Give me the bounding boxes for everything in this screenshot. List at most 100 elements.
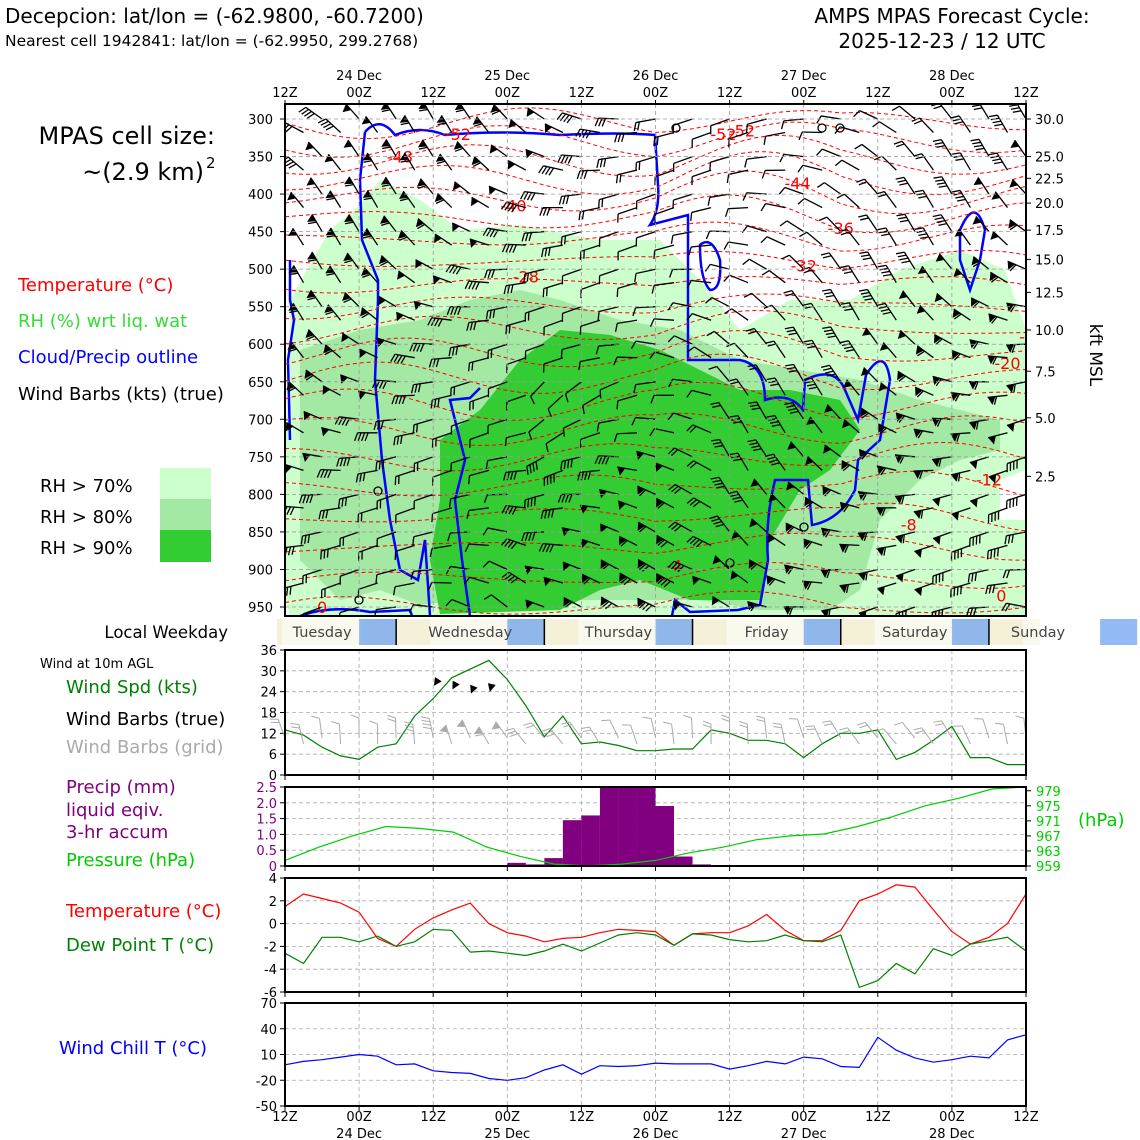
wind-barb	[339, 568, 360, 585]
rh-80-swatch	[160, 499, 211, 530]
wind-barb-grid	[953, 725, 971, 745]
wind-barb-grid	[702, 720, 712, 745]
wind-barb	[525, 149, 545, 159]
wind-barb	[427, 581, 452, 591]
wind-barb	[564, 381, 582, 403]
wind-barb-grid	[369, 720, 379, 745]
legend-temperature: Temperature (°C)	[17, 275, 173, 296]
wind-barb	[859, 251, 879, 270]
wind-barb	[524, 343, 545, 360]
wind-barb	[840, 340, 860, 359]
height-tick-label: 15.0	[1035, 253, 1064, 268]
temperature-contour-labels: -52-48-52-52-44-40-36-32-28-24-20-16-12-…	[317, 121, 1026, 616]
windchill-line	[284, 1034, 1027, 1081]
wind-barb	[728, 490, 749, 509]
wind-barb	[691, 169, 712, 186]
wind-barb-true	[373, 673, 396, 694]
wind-barb	[843, 379, 860, 396]
wind-barb	[463, 576, 489, 585]
wind-barb-grid	[456, 719, 471, 739]
wind-barb-true	[742, 685, 766, 699]
wind-barb	[320, 544, 341, 560]
pressure-tick-label: 750	[248, 451, 273, 466]
wind-barb	[859, 288, 879, 308]
wind-barb	[787, 441, 805, 458]
wind-barb	[466, 319, 489, 331]
location-title: Decepcion: lat/lon = (-62.9800, -60.7200…	[5, 4, 424, 28]
wind-barb-grid	[772, 722, 786, 745]
y-tick-label: -4	[264, 963, 277, 978]
wind-panel: 0 6 12 18 24 30 36	[260, 644, 1027, 784]
cell-size-exponent: 2	[206, 154, 216, 172]
wind-barb	[653, 244, 675, 259]
wind-barb	[668, 378, 693, 388]
wind-barb	[540, 507, 563, 520]
wind-barb	[468, 469, 489, 485]
wind-barb	[520, 190, 545, 201]
legend-precip-liquid: liquid eqiv.	[66, 800, 163, 821]
wind-barb	[876, 302, 897, 321]
wind-barb	[969, 531, 990, 547]
wind-barb-true	[487, 683, 496, 692]
wind-barb	[489, 144, 508, 158]
wind-panel-title: Wind at 10m AGL	[40, 657, 154, 672]
wind-barb	[786, 481, 805, 495]
wind-barb	[834, 126, 860, 134]
wind-barb	[797, 197, 823, 209]
wind-barb	[933, 176, 953, 195]
wind-barb	[538, 543, 563, 553]
wind-barb	[635, 193, 656, 210]
wind-barbs-layer	[285, 104, 1026, 616]
weekday-night-shade	[655, 619, 693, 645]
wind-barb	[932, 375, 953, 387]
height-tick-label: 25.0	[1035, 151, 1064, 166]
wind-barb	[897, 329, 916, 345]
wind-barb	[817, 182, 842, 195]
precip-bar	[618, 787, 637, 866]
bottom-hour-tick-label: 00Z	[643, 1110, 669, 1125]
y-tick-label: 36	[260, 644, 277, 659]
wind-barb	[375, 456, 397, 471]
wind-barb-grid	[561, 721, 582, 739]
wind-barb	[916, 305, 934, 321]
wind-barb	[467, 357, 489, 372]
top-hour-tick-label: 00Z	[495, 86, 521, 101]
wind-barb	[635, 230, 656, 247]
cross-section-panel: -52-48-52-52-44-40-36-32-28-24-20-16-12-…	[248, 103, 1105, 617]
wind-barb	[526, 456, 545, 475]
precip-bar	[507, 862, 526, 866]
wind-barb	[596, 418, 619, 432]
wind-barb	[798, 131, 823, 141]
wind-barb	[821, 364, 842, 383]
wind-barb	[744, 155, 767, 168]
wind-barb	[724, 308, 749, 321]
wind-barb	[805, 456, 823, 471]
y-tick-label: 2.0	[256, 797, 277, 812]
wind-barb	[950, 582, 971, 598]
wind-barb	[454, 104, 471, 120]
wind-barb	[914, 544, 934, 558]
wind-barb	[541, 244, 564, 258]
wind-barb	[953, 267, 971, 284]
height-tick-label: 20.0	[1035, 197, 1064, 212]
wind-barb	[378, 295, 397, 308]
wind-barb-grid	[580, 726, 601, 745]
weekday-name: Friday	[745, 625, 789, 641]
wind-barb	[380, 176, 397, 195]
wind-barb	[686, 497, 712, 509]
wind-barb	[357, 390, 378, 400]
pressure-tick-label: 450	[248, 226, 273, 241]
wind-barb	[895, 531, 916, 544]
wind-barb	[988, 152, 1009, 171]
temperature-panel: -6 -4 -2 0 2 4	[264, 872, 1027, 1001]
wind-barb	[988, 313, 1008, 324]
wind-barb-grid	[420, 716, 434, 739]
wind-barb-true	[317, 676, 341, 695]
y-tick-label: 40	[260, 1023, 277, 1038]
wind-barb	[634, 268, 656, 283]
wind-barb-grid	[642, 716, 656, 739]
wind-barb	[822, 326, 842, 345]
wind-barb-grid	[350, 714, 360, 739]
wind-barb	[395, 507, 415, 524]
wind-barb	[649, 318, 675, 327]
